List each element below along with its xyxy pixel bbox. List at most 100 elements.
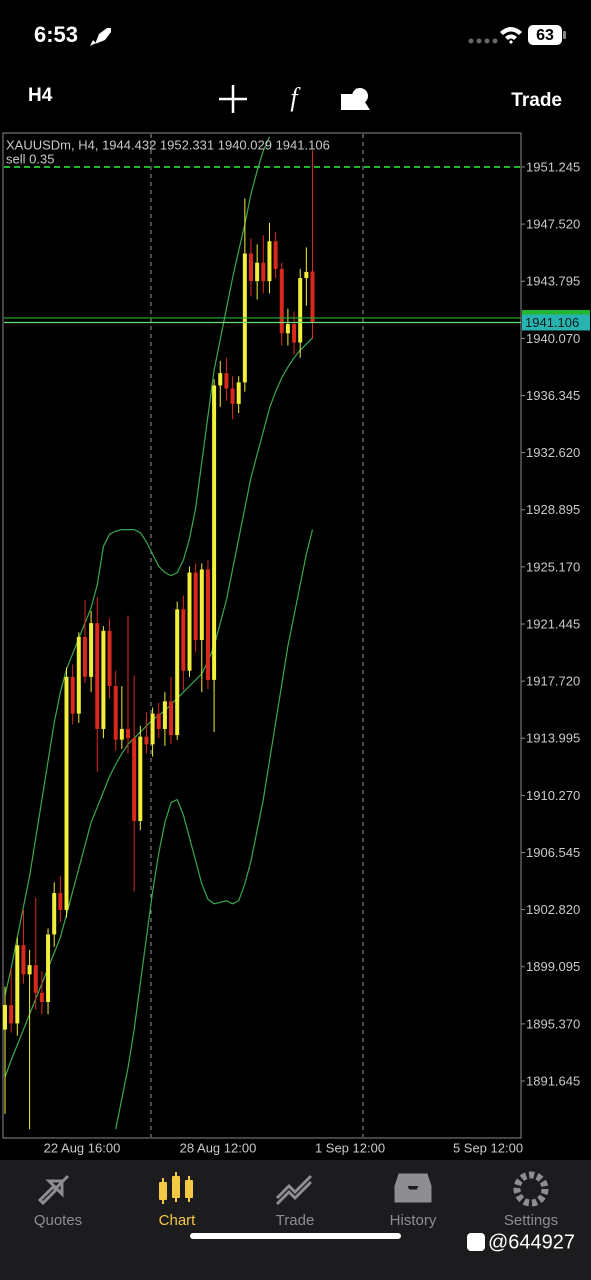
candle-body [267, 241, 272, 282]
y-tick-label: 1891.645 [526, 1073, 580, 1088]
candle-body [119, 728, 124, 740]
tab-icon [37, 1174, 70, 1206]
candle-body [107, 630, 112, 687]
candle-body [95, 623, 100, 729]
y-tick-label: 1943.795 [526, 274, 580, 289]
rocket-icon [90, 28, 111, 46]
watermark: @644927 [488, 1231, 575, 1253]
objects-button[interactable] [341, 88, 370, 110]
x-tick-label: 22 Aug 16:00 [44, 1140, 121, 1155]
candle-body [46, 934, 51, 1002]
y-tick-label: 1917.720 [526, 674, 580, 689]
battery [528, 25, 562, 45]
candle-body [82, 636, 87, 677]
tab-label[interactable]: Quotes [34, 1212, 82, 1229]
candle-body [236, 382, 241, 404]
bid-tag [522, 314, 590, 331]
tab-icon [526, 1184, 536, 1194]
candle-body [138, 736, 143, 821]
candle-body [101, 630, 106, 729]
candle-body [212, 385, 217, 680]
candle-body [3, 1005, 7, 1030]
y-tick-label: 1936.345 [526, 388, 580, 403]
time-separators [150, 134, 364, 1137]
candle-body [27, 965, 32, 975]
candle-body [58, 893, 63, 910]
y-tick-label: 1921.445 [526, 616, 580, 631]
y-tick-label: 1928.895 [526, 502, 580, 517]
candle-body [304, 271, 309, 279]
candle-body [205, 569, 210, 680]
candle-body [150, 713, 155, 745]
chart-frame [2, 132, 522, 1139]
tab-icon [172, 1176, 180, 1198]
wifi-icon [500, 27, 522, 44]
facebook-icon [467, 1233, 485, 1251]
band-line [115, 529, 314, 1130]
indicators-button[interactable]: f [290, 83, 301, 112]
candle-body [64, 676, 69, 910]
candle-body [15, 945, 20, 1024]
y-tick-label: 1910.270 [526, 788, 580, 803]
candle-body [187, 572, 192, 671]
candle-body [249, 253, 253, 282]
candle-body [298, 278, 303, 343]
candle-body [132, 738, 137, 821]
candle-body [199, 569, 204, 641]
tab-label[interactable]: History [390, 1212, 437, 1229]
candle-body [279, 268, 284, 334]
plot [3, 136, 525, 1130]
candle-body [193, 572, 198, 641]
chart-title: XAUUSDm, H4, 1944.432 1952.331 1940.029 … [6, 137, 330, 152]
order-label: sell 0.35 [6, 151, 54, 166]
tab-bar [0, 1160, 591, 1280]
candle-body [285, 324, 290, 334]
candle-body [126, 728, 130, 739]
candle-body [230, 388, 235, 404]
bid-label: 1941.106 [525, 315, 579, 330]
candle-body [89, 623, 94, 677]
candle-body [273, 241, 278, 269]
candle-body [9, 1005, 14, 1024]
candle-body [169, 701, 174, 736]
y-tick-label: 1895.370 [526, 1016, 580, 1031]
candle-body [33, 965, 38, 993]
home-indicator [190, 1233, 401, 1239]
candle-body [181, 609, 186, 671]
tab-icon [275, 1174, 313, 1206]
tab-icon [394, 1173, 432, 1203]
candle-body [156, 713, 161, 729]
candle-body [292, 324, 297, 343]
candle-body [144, 736, 149, 745]
battery-level: 63 [536, 27, 554, 44]
x-tick-label: 5 Sep 12:00 [453, 1140, 523, 1155]
x-tick-label: 28 Aug 12:00 [180, 1140, 257, 1155]
y-tick-label: 1951.245 [526, 159, 580, 174]
candle-body [70, 676, 75, 714]
timeframe-button[interactable]: H4 [28, 85, 53, 106]
crosshair-button[interactable] [219, 85, 247, 113]
candle-body [76, 636, 81, 714]
y-tick-label: 1925.170 [526, 559, 580, 574]
candle-body [218, 373, 223, 386]
battery-cap [563, 31, 566, 39]
candle-body [113, 686, 118, 740]
x-tick-label: 1 Sep 12:00 [315, 1140, 385, 1155]
tab-icon [185, 1180, 193, 1198]
candle-body [175, 609, 180, 736]
y-tick-label: 1947.520 [526, 217, 580, 232]
y-tick-label: 1899.095 [526, 959, 580, 974]
candle-body [255, 262, 260, 282]
tab-label[interactable]: Settings [504, 1212, 558, 1229]
y-tick-label: 1940.070 [526, 331, 580, 346]
tab-icon [159, 1182, 167, 1200]
tab-label[interactable]: Trade [276, 1212, 315, 1229]
trade-button[interactable]: Trade [511, 90, 562, 111]
tab-label[interactable]: Chart [159, 1212, 197, 1229]
candle-body [162, 701, 167, 729]
candle-body [52, 893, 57, 935]
candle-body [224, 373, 229, 389]
tab-icon [513, 1171, 549, 1207]
